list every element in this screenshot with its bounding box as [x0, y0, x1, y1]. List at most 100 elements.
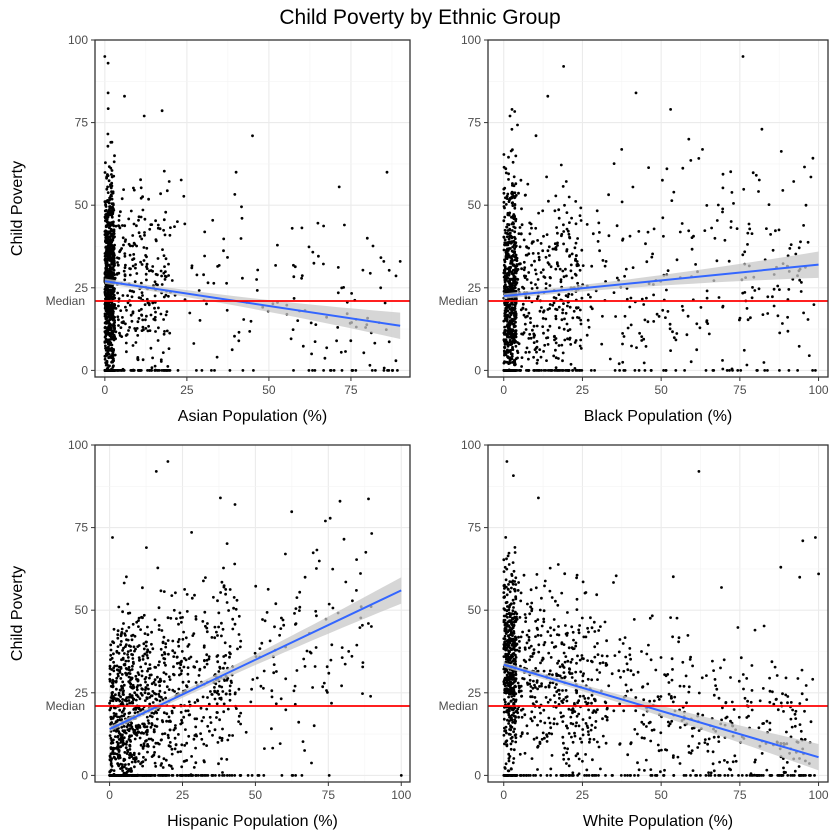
- data-point: [633, 774, 636, 777]
- data-point: [623, 274, 626, 278]
- data-point: [555, 308, 559, 311]
- data-point: [130, 774, 134, 777]
- data-point: [179, 178, 183, 182]
- data-point: [576, 306, 580, 309]
- data-point: [644, 345, 648, 348]
- data-point: [122, 269, 126, 273]
- data-point: [139, 665, 143, 669]
- data-point: [130, 694, 134, 698]
- data-point: [110, 252, 114, 256]
- data-point: [177, 638, 181, 641]
- data-point: [151, 647, 155, 651]
- data-point: [177, 644, 181, 648]
- data-point: [701, 148, 704, 151]
- data-point: [122, 771, 126, 775]
- data-point: [503, 238, 507, 242]
- data-point: [119, 643, 122, 647]
- data-point: [153, 306, 156, 310]
- data-point: [717, 296, 721, 299]
- data-point: [122, 707, 126, 710]
- data-point: [162, 671, 166, 674]
- data-point: [776, 284, 780, 288]
- data-point: [365, 236, 369, 240]
- data-point: [548, 324, 552, 328]
- data-point: [143, 217, 147, 221]
- data-point: [578, 214, 582, 218]
- data-point: [532, 369, 536, 372]
- data-point: [579, 219, 583, 222]
- data-point: [809, 175, 813, 179]
- data-point: [185, 610, 189, 613]
- data-point: [598, 231, 601, 234]
- data-point: [313, 369, 317, 372]
- data-point: [123, 224, 127, 228]
- data-point: [514, 194, 518, 197]
- data-point: [115, 676, 119, 680]
- data-point: [728, 369, 731, 372]
- data-point: [513, 312, 517, 316]
- data-point: [524, 351, 528, 354]
- data-point: [507, 361, 511, 364]
- data-point: [131, 622, 135, 626]
- data-point: [228, 774, 232, 777]
- data-point: [189, 655, 193, 659]
- data-point: [161, 248, 164, 252]
- data-point: [112, 666, 116, 670]
- data-point: [564, 267, 567, 271]
- data-point: [139, 296, 143, 300]
- data-point: [557, 208, 561, 212]
- data-point: [170, 752, 174, 756]
- data-point: [519, 591, 523, 595]
- data-point: [220, 685, 224, 689]
- data-point: [527, 271, 531, 274]
- data-point: [186, 666, 190, 669]
- y-tick-label: 100: [68, 438, 88, 452]
- data-point: [162, 254, 166, 257]
- data-point: [512, 222, 515, 226]
- data-point: [124, 671, 127, 675]
- data-point: [157, 755, 161, 759]
- data-point: [115, 650, 119, 654]
- data-point: [164, 293, 168, 297]
- data-point: [109, 715, 113, 719]
- data-point: [289, 337, 293, 341]
- data-point: [145, 262, 149, 266]
- data-point: [272, 663, 276, 666]
- data-point: [567, 292, 571, 296]
- data-point: [150, 722, 154, 725]
- data-point: [154, 470, 158, 473]
- data-point: [512, 307, 515, 311]
- data-point: [379, 286, 383, 290]
- data-point: [513, 110, 517, 113]
- data-point: [371, 244, 375, 248]
- data-point: [649, 768, 653, 771]
- data-point: [568, 336, 572, 340]
- data-point: [382, 260, 386, 263]
- data-point: [165, 189, 169, 193]
- data-point: [275, 670, 278, 673]
- data-point: [383, 301, 387, 305]
- data-point: [116, 645, 120, 648]
- data-point: [340, 684, 343, 688]
- data-point: [394, 274, 398, 278]
- data-point: [127, 329, 130, 332]
- data-point: [154, 330, 157, 333]
- data-point: [554, 366, 558, 369]
- data-point: [110, 169, 114, 172]
- data-point: [263, 747, 266, 750]
- data-point: [612, 162, 616, 166]
- data-point: [124, 659, 128, 663]
- data-point: [720, 586, 723, 589]
- data-point: [106, 326, 110, 329]
- data-point: [125, 350, 128, 354]
- data-point: [112, 276, 115, 279]
- data-point: [164, 257, 168, 261]
- data-point: [107, 303, 111, 307]
- data-point: [643, 369, 647, 372]
- data-point: [144, 676, 148, 679]
- data-point: [131, 657, 135, 660]
- data-point: [195, 717, 199, 721]
- data-point: [563, 746, 567, 750]
- data-point: [184, 636, 188, 640]
